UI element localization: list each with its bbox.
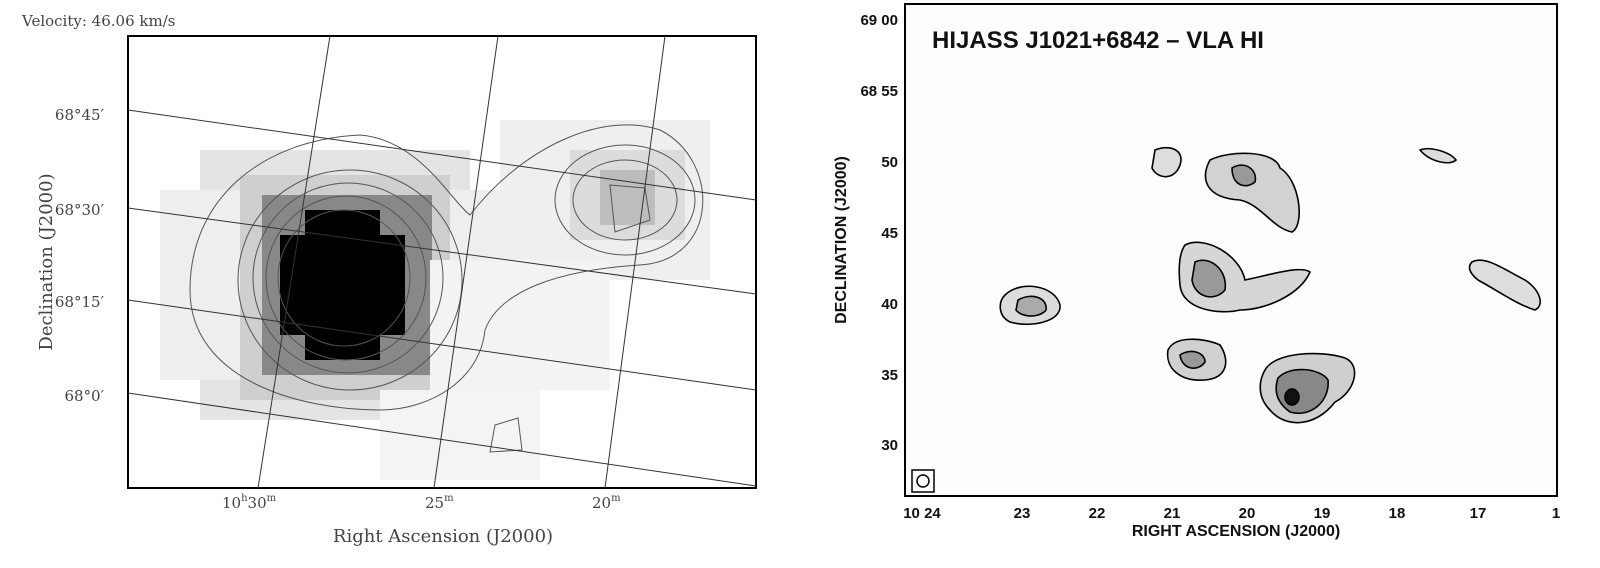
contours bbox=[189, 124, 704, 453]
y-tick-label: 68°15′ bbox=[55, 293, 105, 311]
panel-title: HIJASS J1021+6842 – VLA HI bbox=[932, 27, 1264, 54]
x-axis-title: Right Ascension (J2000) bbox=[333, 526, 553, 547]
x-tick-label: 1 bbox=[1552, 505, 1560, 522]
tick-sup: m bbox=[267, 493, 277, 504]
beam-marker bbox=[911, 469, 935, 493]
y-tick-label: 68 55 bbox=[860, 83, 898, 100]
x-tick-label: 25m bbox=[425, 493, 454, 512]
y-tick-label: 30 bbox=[881, 437, 898, 454]
x-tick-label: 22 bbox=[1089, 505, 1106, 522]
x-tick-labels: 10h30m 25m 20m bbox=[222, 493, 621, 512]
hi-map bbox=[999, 146, 1541, 424]
tick-sup: m bbox=[444, 493, 454, 504]
x-tick-label: 10h30m bbox=[222, 493, 277, 512]
x-tick-label: 21 bbox=[1164, 505, 1181, 522]
y-tick-label: 45 bbox=[881, 225, 898, 242]
y-axis-title: DECLINATION (J2000) bbox=[833, 156, 850, 324]
y-tick-label: 69 00 bbox=[860, 12, 898, 29]
y-tick-labels: 69 00 68 55 50 45 40 35 30 bbox=[860, 12, 898, 454]
x-tick-label: 20m bbox=[592, 493, 621, 512]
tick-part: 20 bbox=[592, 494, 611, 512]
velocity-label: Velocity: 46.06 km/s bbox=[21, 12, 175, 30]
y-tick-label: 50 bbox=[881, 154, 898, 171]
y-axis-title: Declination (J2000) bbox=[36, 173, 57, 350]
tick-part: 25 bbox=[425, 494, 444, 512]
y-tick-label: 68°0′ bbox=[64, 387, 104, 405]
x-tick-label: 18 bbox=[1389, 505, 1406, 522]
y-tick-labels: 68°45′ 68°30′ 68°15′ 68°0′ bbox=[55, 106, 105, 405]
tick-sup: h bbox=[241, 493, 248, 504]
y-tick-label: 40 bbox=[881, 296, 898, 313]
tick-sup: m bbox=[611, 493, 621, 504]
tick-part: 30 bbox=[248, 494, 267, 512]
left-panel: Velocity: 46.06 km/s bbox=[21, 12, 757, 547]
x-tick-label: 19 bbox=[1314, 505, 1331, 522]
x-tick-label: 10 24 bbox=[903, 505, 941, 522]
x-tick-label: 20 bbox=[1239, 505, 1256, 522]
tick-part: 10 bbox=[222, 494, 241, 512]
x-axis-title: RIGHT ASCENSION (J2000) bbox=[1132, 523, 1340, 540]
x-tick-labels: 10 24 23 22 21 20 19 18 17 1 bbox=[903, 505, 1560, 522]
right-panel: HIJASS J1021+6842 – VLA HI 69 00 68 55 5… bbox=[833, 3, 1560, 540]
coordinate-grid bbox=[127, 35, 757, 489]
x-tick-label: 17 bbox=[1470, 505, 1487, 522]
y-tick-label: 35 bbox=[881, 367, 898, 384]
plot-frame bbox=[904, 3, 1558, 497]
x-tick-label: 23 bbox=[1014, 505, 1031, 522]
y-tick-label: 68°30′ bbox=[55, 201, 105, 219]
y-tick-label: 68°45′ bbox=[55, 106, 105, 124]
